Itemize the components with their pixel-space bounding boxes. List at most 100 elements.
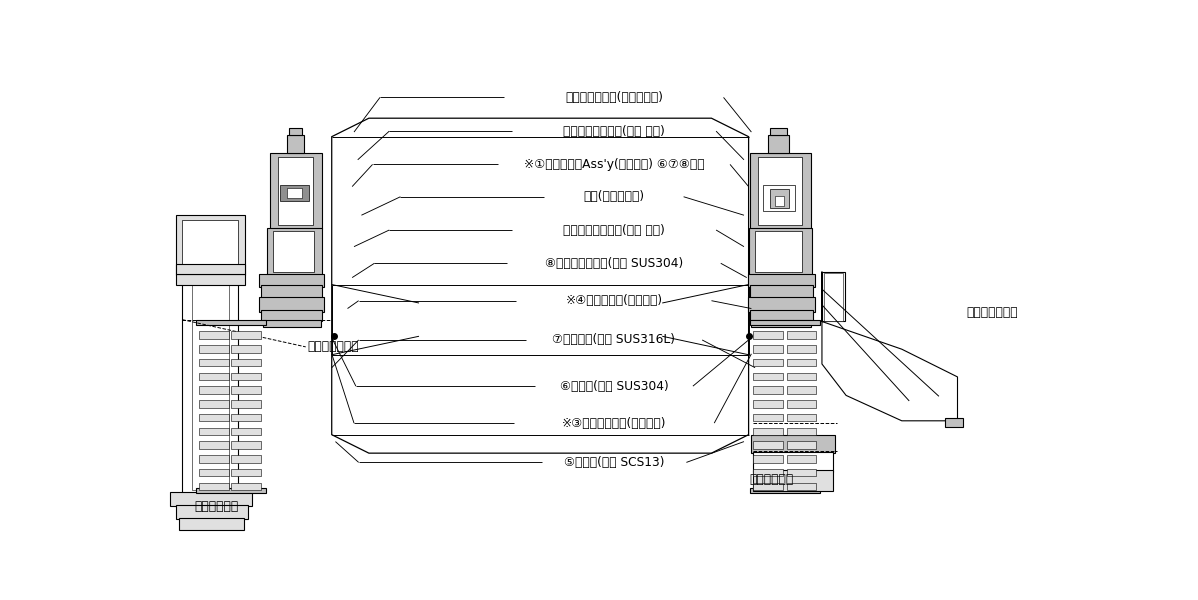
- Bar: [199, 469, 229, 476]
- Bar: [763, 185, 795, 211]
- Bar: [199, 414, 229, 421]
- Bar: [267, 228, 322, 275]
- Text: ⑧ベローズホルダ(材質 SUS304): ⑧ベローズホルダ(材質 SUS304): [545, 257, 683, 270]
- Bar: [199, 386, 229, 394]
- Bar: [231, 400, 261, 407]
- Text: ⑥バルブ(材質 SUS304): ⑥バルブ(材質 SUS304): [559, 380, 668, 392]
- Bar: [261, 286, 322, 298]
- Bar: [176, 505, 248, 519]
- Bar: [259, 298, 325, 312]
- Text: パイロットポート(加圧 弁閉): パイロットポート(加圧 弁閉): [563, 125, 665, 137]
- Bar: [770, 128, 787, 135]
- Bar: [231, 428, 261, 435]
- Bar: [751, 434, 835, 453]
- Bar: [787, 373, 816, 380]
- Bar: [787, 400, 816, 407]
- Bar: [199, 400, 229, 407]
- Bar: [787, 345, 816, 353]
- Text: バルブ側排気: バルブ側排気: [750, 473, 794, 486]
- Bar: [199, 345, 229, 353]
- Text: ※①ボンネットAss'y(保守部品) ⑥⑦⑧含む: ※①ボンネットAss'y(保守部品) ⑥⑦⑧含む: [524, 158, 704, 171]
- Bar: [231, 482, 261, 490]
- Bar: [787, 455, 816, 463]
- Bar: [770, 190, 788, 208]
- Bar: [754, 470, 833, 491]
- Bar: [754, 482, 783, 490]
- Bar: [787, 359, 816, 367]
- Bar: [754, 452, 833, 472]
- Bar: [754, 414, 783, 421]
- Bar: [775, 196, 783, 206]
- Text: パイロットポート(加圧 弁閉): パイロットポート(加圧 弁閉): [563, 224, 665, 236]
- Bar: [231, 469, 261, 476]
- Bar: [199, 442, 229, 449]
- Bar: [749, 228, 812, 275]
- Bar: [199, 359, 229, 367]
- Bar: [199, 482, 229, 490]
- Bar: [170, 493, 252, 506]
- Bar: [176, 264, 246, 274]
- Bar: [787, 386, 816, 394]
- Bar: [273, 232, 314, 272]
- Bar: [176, 274, 246, 284]
- Bar: [748, 274, 815, 287]
- Bar: [754, 442, 783, 449]
- Bar: [750, 488, 821, 493]
- Text: ベローズ側排気: ベローズ側排気: [967, 306, 1018, 319]
- Bar: [278, 157, 313, 226]
- Bar: [289, 128, 302, 135]
- Bar: [787, 482, 816, 490]
- Bar: [754, 345, 783, 353]
- Bar: [199, 428, 229, 435]
- Bar: [758, 157, 803, 226]
- Bar: [822, 272, 845, 322]
- Polygon shape: [332, 118, 749, 453]
- Bar: [754, 373, 783, 380]
- Bar: [264, 320, 321, 327]
- Bar: [182, 274, 238, 493]
- Bar: [754, 428, 783, 435]
- Bar: [754, 455, 783, 463]
- Bar: [271, 153, 321, 229]
- Bar: [754, 331, 783, 339]
- Bar: [754, 386, 783, 394]
- Bar: [787, 331, 816, 339]
- Bar: [231, 345, 261, 353]
- Bar: [944, 418, 963, 427]
- Bar: [787, 428, 816, 435]
- Bar: [231, 373, 261, 380]
- Bar: [288, 135, 304, 153]
- Bar: [787, 442, 816, 449]
- Bar: [259, 274, 325, 287]
- Bar: [231, 414, 261, 421]
- Bar: [196, 320, 266, 325]
- Bar: [754, 359, 783, 367]
- Bar: [751, 320, 811, 327]
- Bar: [280, 185, 309, 202]
- Bar: [196, 488, 266, 493]
- Text: バルブ側排気: バルブ側排気: [194, 500, 238, 513]
- Text: ※③バルブシール(保守部品): ※③バルブシール(保守部品): [562, 416, 666, 430]
- Bar: [199, 373, 229, 380]
- Bar: [748, 298, 815, 312]
- Bar: [199, 455, 229, 463]
- Bar: [231, 386, 261, 394]
- Text: ※④外部シール(保守部品): ※④外部シール(保守部品): [565, 294, 662, 307]
- Bar: [261, 310, 322, 320]
- Bar: [231, 442, 261, 449]
- Bar: [750, 286, 812, 298]
- Bar: [750, 153, 811, 229]
- Bar: [288, 188, 302, 197]
- Bar: [754, 400, 783, 407]
- Bar: [192, 278, 229, 490]
- Polygon shape: [822, 272, 957, 421]
- Bar: [750, 320, 821, 325]
- Text: 磁石(オプション): 磁石(オプション): [583, 190, 645, 203]
- Text: ⑦ベローズ(材質 SUS316L): ⑦ベローズ(材質 SUS316L): [552, 334, 676, 346]
- Bar: [787, 469, 816, 476]
- Bar: [768, 135, 788, 153]
- Bar: [824, 272, 843, 320]
- Bar: [755, 232, 801, 272]
- Bar: [231, 331, 261, 339]
- Bar: [754, 469, 783, 476]
